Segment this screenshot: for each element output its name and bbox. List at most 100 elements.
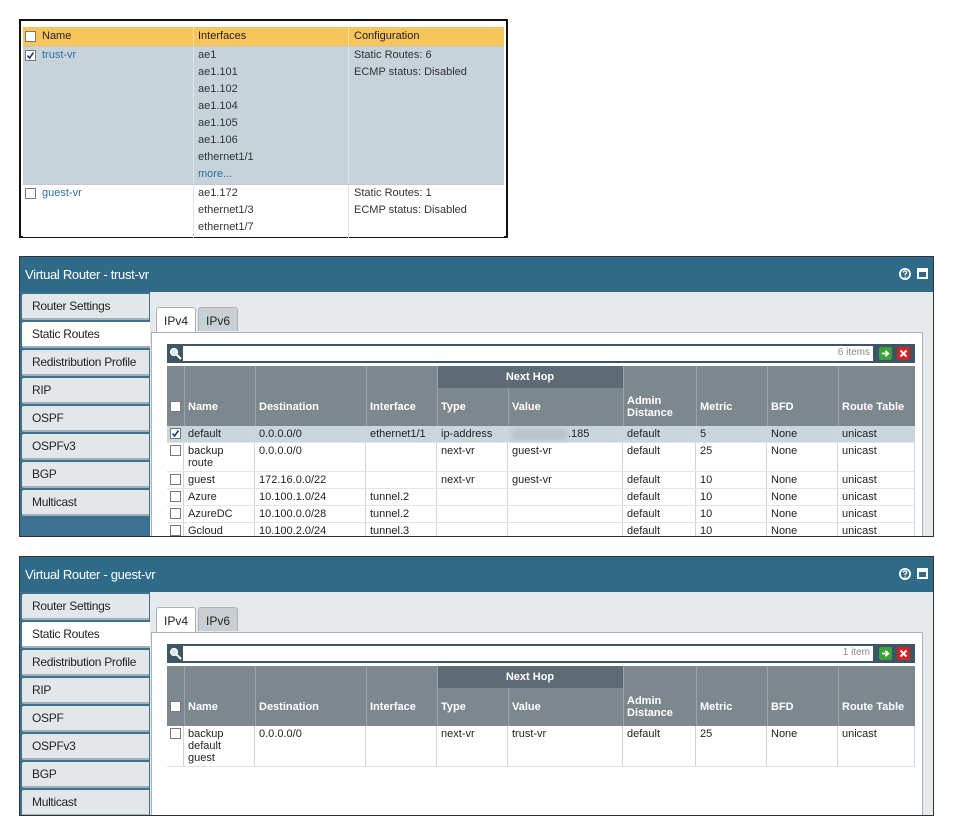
column-separator [366,666,367,726]
more-link[interactable]: more... [198,168,233,180]
column-separator [348,47,349,185]
route-cell: unicast [838,472,915,488]
tab[interactable]: IPv6 [198,307,238,331]
route-row[interactable]: backup default guest 0.0.0.0/0 next-vr trus… [167,726,915,767]
checkbox[interactable] [170,701,181,712]
nav-item[interactable]: Static Routes [22,622,151,648]
column-header-cell: Type [437,388,508,426]
checkbox[interactable] [170,401,181,412]
nav-item[interactable]: RIP [22,378,149,404]
vr-name-link[interactable]: trust-vr [42,49,77,61]
interface: ethernet1/3 [198,204,254,216]
route-row[interactable]: backup route 0.0.0.0/0 next-vr guest-vr defa… [167,443,915,472]
column-header: Type [441,401,466,413]
column-header: Interface [370,401,416,413]
route-row[interactable]: Azure 10.100.1.0/24 tunnel.2 default 10 None u… [167,489,915,506]
route-row[interactable]: default 0.0.0.0/0 ethernet1/1 ip-address .18… [167,426,915,443]
checkbox[interactable] [170,474,181,485]
column-separator [193,27,194,46]
search-input[interactable]: 1 item [183,646,873,661]
checkbox[interactable] [170,508,181,519]
column-header: Destination [259,701,319,713]
column-header: Metric [700,701,733,713]
nav-item[interactable]: Redistribution Profile [22,650,149,676]
cell-text: default [627,491,661,503]
nav-item[interactable]: BGP [22,462,149,488]
nav-item-label: OSPF [32,411,64,425]
tab-label: IPv6 [205,314,230,328]
nav-item-label: RIP [32,683,52,697]
nav-item[interactable]: Multicast [22,790,149,815]
nav-item[interactable]: BGP [22,762,149,788]
column-separator [437,366,438,426]
group-header: Next Hop [437,366,623,388]
route-cell [366,443,437,471]
checkbox[interactable] [25,188,36,199]
tab[interactable]: IPv6 [198,607,238,631]
nav-item[interactable]: Redistribution Profile [22,350,149,376]
route-cell: 0.0.0.0/0 [255,426,366,442]
cell-text: default [627,428,661,440]
route-rows: default 0.0.0.0/0 ethernet1/1 ip-address .18… [167,426,915,537]
cell-text: default [627,525,661,537]
checkbox[interactable] [170,525,181,536]
cell-text: tunnel.3 [370,525,410,537]
route-cell: default [623,726,696,766]
route-cell: tunnel.2 [366,506,437,522]
tab[interactable]: IPv4 [156,607,196,633]
nav-item[interactable]: Router Settings [22,594,149,620]
route-cell: default [623,443,696,471]
checkbox[interactable] [170,728,181,739]
vr-name-link[interactable]: guest-vr [42,187,82,199]
route-cell: None [767,726,838,766]
column-header-cell: BFD [767,388,838,426]
group-header: Next Hop [437,666,623,688]
clear-filter-icon [897,347,910,360]
checkbox[interactable] [25,50,36,61]
nav-item-label: Multicast [32,495,77,509]
column-header-cell: Metric [696,388,767,426]
checkbox-cell [167,489,184,505]
search-input[interactable]: 6 items [183,346,873,361]
checkbox[interactable] [25,31,36,42]
route-cell [508,506,623,522]
dialog-title: Virtual Router - trust-vr [25,267,149,282]
nav-item[interactable]: Router Settings [22,294,149,320]
route-cell [366,472,437,488]
nav-item[interactable]: OSPFv3 [22,434,149,460]
column-header: Interfaces [198,30,247,42]
route-table-header: Next Hop Name Destination Interface Type Valu… [167,666,915,726]
nav-item[interactable]: OSPFv3 [22,734,149,760]
cell-text: guest [188,474,215,486]
cell-text: Azure [188,491,217,503]
interface: ae1.101 [198,66,238,78]
route-row[interactable]: guest 172.16.0.0/22 next-vr guest-vr default… [167,472,915,489]
route-cell: 10 [696,489,767,505]
main-area: IPv4 IPv6 1 item Next Hop Name Destination Int… [150,592,933,815]
route-cell: unicast [838,443,915,471]
nav-item[interactable]: Static Routes [22,322,151,348]
route-cell: backup default guest [184,726,255,766]
nav-item[interactable]: Multicast [22,490,149,516]
search-icon [169,347,182,360]
column-separator [696,366,697,426]
nav-item[interactable]: RIP [22,678,149,704]
dialog-title: Virtual Router - guest-vr [25,567,156,582]
checkbox[interactable] [170,428,181,439]
cell-text: default [627,474,661,486]
route-cell: unicast [838,726,915,766]
nav-item[interactable]: OSPF [22,706,149,732]
checkbox[interactable] [170,491,181,502]
check-mark [171,430,180,438]
column-separator [184,666,185,726]
column-separator [767,666,768,726]
maximize-icon [917,568,928,579]
route-cell: 10.100.0.0/28 [255,506,366,522]
checkbox[interactable] [170,445,181,456]
route-row[interactable]: Gcloud 10.100.2.0/24 tunnel.3 default 10 None… [167,523,915,537]
route-row[interactable]: AzureDC 10.100.0.0/28 tunnel.2 default 10 Non… [167,506,915,523]
tab[interactable]: IPv4 [156,307,196,333]
nav-item[interactable]: OSPF [22,406,149,432]
cell-text: guest-vr [512,474,552,486]
column-separator [623,666,624,726]
